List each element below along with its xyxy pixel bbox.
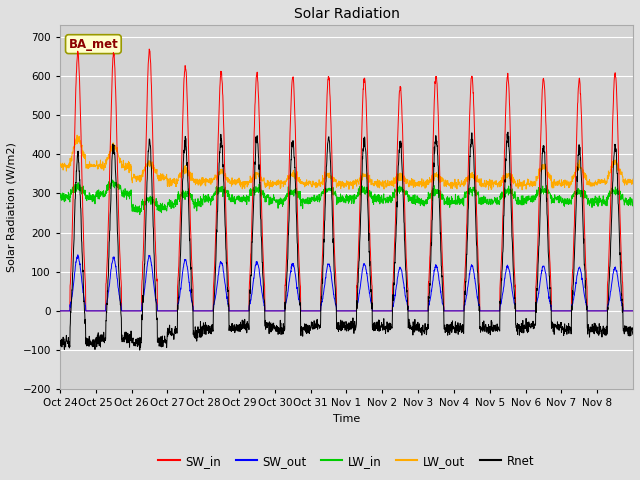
Y-axis label: Solar Radiation (W/m2): Solar Radiation (W/m2): [7, 142, 17, 272]
Text: BA_met: BA_met: [68, 37, 118, 51]
X-axis label: Time: Time: [333, 414, 360, 424]
Title: Solar Radiation: Solar Radiation: [294, 7, 399, 21]
Legend: SW_in, SW_out, LW_in, LW_out, Rnet: SW_in, SW_out, LW_in, LW_out, Rnet: [154, 450, 540, 472]
